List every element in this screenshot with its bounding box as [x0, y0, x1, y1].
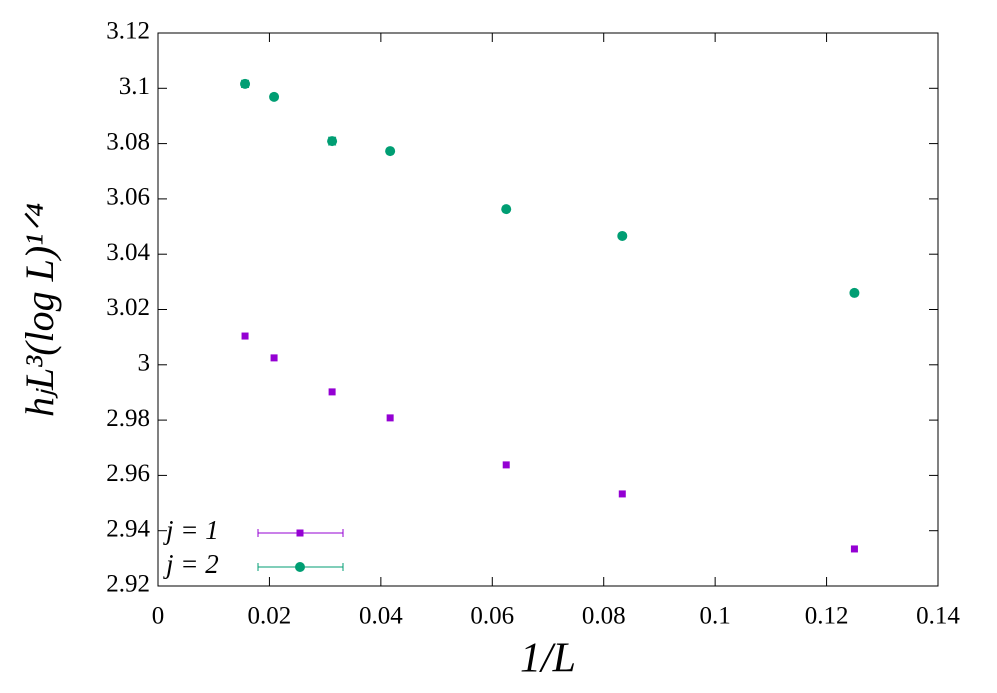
y-tick-label: 3.08: [106, 128, 150, 155]
point: [618, 490, 626, 498]
y-tick-label: 3.04: [106, 239, 150, 266]
x-tick-label: 0.14: [916, 603, 960, 630]
y-tick-label: 3.02: [106, 294, 150, 321]
x-tick-label: 0.1: [700, 603, 731, 630]
point: [502, 461, 510, 469]
legend-label: j = 2: [163, 549, 219, 579]
point: [328, 388, 336, 396]
x-tick-label: 0: [152, 603, 165, 630]
point: [386, 414, 394, 422]
point: [241, 332, 249, 340]
point: [240, 78, 251, 89]
point: [269, 91, 280, 102]
point: [501, 204, 512, 215]
point: [327, 136, 338, 147]
x-tick-label: 0.04: [359, 603, 403, 630]
x-tick-label: 0.06: [470, 603, 514, 630]
plot-frame: [157, 32, 939, 587]
x-tick-label: 0.02: [248, 603, 292, 630]
point: [617, 230, 628, 241]
y-tick-label: 2.98: [106, 405, 150, 432]
point: [270, 354, 278, 362]
y-axis-label: hⱼL³(log L)¹ᐟ⁴: [17, 203, 62, 417]
point: [849, 287, 860, 298]
x-axis-label: 1/L: [520, 636, 576, 682]
point: [385, 146, 396, 157]
y-tick-label: 2.96: [106, 460, 150, 487]
y-tick-label: 3.06: [106, 184, 150, 211]
legend-marker: [295, 562, 305, 572]
x-tick-label: 0.12: [805, 603, 849, 630]
point: [850, 545, 858, 553]
legend-label: j = 1: [163, 515, 219, 545]
x-tick-label: 0.08: [582, 603, 626, 630]
y-tick-label: 3.1: [119, 73, 150, 100]
y-tick-label: 3.12: [106, 18, 150, 45]
y-tick-label: 2.94: [106, 515, 150, 542]
y-tick-label: 3: [138, 350, 151, 377]
y-tick-label: 2.92: [106, 571, 150, 598]
legend-marker: [296, 529, 304, 537]
